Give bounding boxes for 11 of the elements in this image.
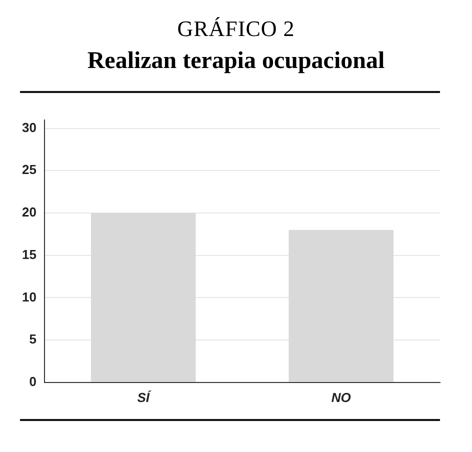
y-tick-label: 15 xyxy=(22,246,36,262)
chart-title: GRÁFICO 2 xyxy=(176,16,296,42)
y-tick-label: 20 xyxy=(22,204,36,220)
y-tick-label: 0 xyxy=(29,374,36,389)
y-tick-label: 10 xyxy=(22,289,36,304)
y-tick-label: 25 xyxy=(22,162,36,178)
chart-subtitle: Realizan terapia ocupacional xyxy=(86,48,386,75)
y-tick-label: 5 xyxy=(29,332,36,347)
x-tick-label: SÍ xyxy=(137,390,152,405)
y-tick-label: 30 xyxy=(22,120,36,135)
x-tick-label: NO xyxy=(331,390,351,405)
